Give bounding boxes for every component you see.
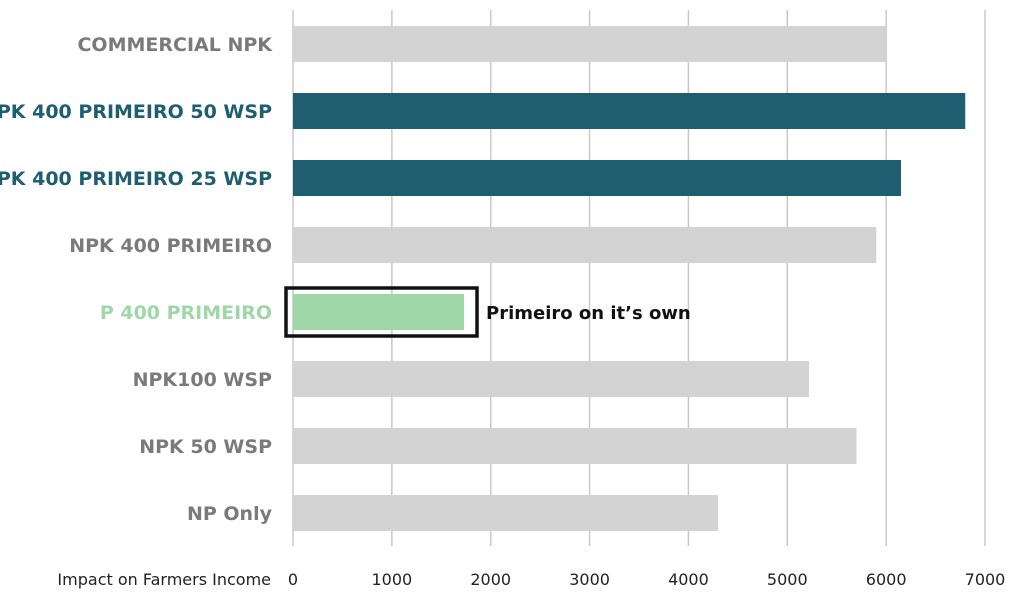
bar [293,294,465,330]
bar [293,428,857,464]
category-label: NPK 50 WSP [139,436,272,458]
x-tick-label: 0 [288,570,298,589]
x-tick-label: 5000 [767,570,808,589]
bar [293,26,887,62]
annotation-text: Primeiro on it’s own [486,303,691,324]
category-label: NPK 400 PRIMEIRO [69,235,272,257]
x-tick-label: 1000 [371,570,412,589]
category-label: NPK 400 PRIMEIRO 25 WSP [0,168,272,190]
x-tick-label: 4000 [668,570,709,589]
x-tick-label: 6000 [866,570,907,589]
category-label: NPK100 WSP [133,369,272,391]
bar [293,93,966,129]
annotations: Primeiro on it’s own [284,286,691,338]
category-label: COMMERCIAL NPK [77,34,273,56]
category-label: NP Only [187,503,273,525]
x-tick-labels: 0 1000 2000 3000 4000 5000 6000 7000 [288,570,1005,589]
bar [293,361,810,397]
annotation-box [284,286,479,338]
x-tick-label: 3000 [569,570,610,589]
gridlines [292,10,986,546]
category-labels: COMMERCIAL NPK NPK 400 PRIMEIRO 50 WSP NPK… [0,34,273,525]
bar [293,227,877,263]
category-label: NPK 400 PRIMEIRO 50 WSP [0,101,272,123]
x-tick-label: 2000 [470,570,511,589]
bar [293,495,719,531]
x-tick-label: 7000 [965,570,1006,589]
x-axis-title: Impact on Farmers Income [57,570,271,589]
category-label: P 400 PRIMEIRO [100,302,272,324]
bars [293,26,966,531]
bar [293,160,901,196]
